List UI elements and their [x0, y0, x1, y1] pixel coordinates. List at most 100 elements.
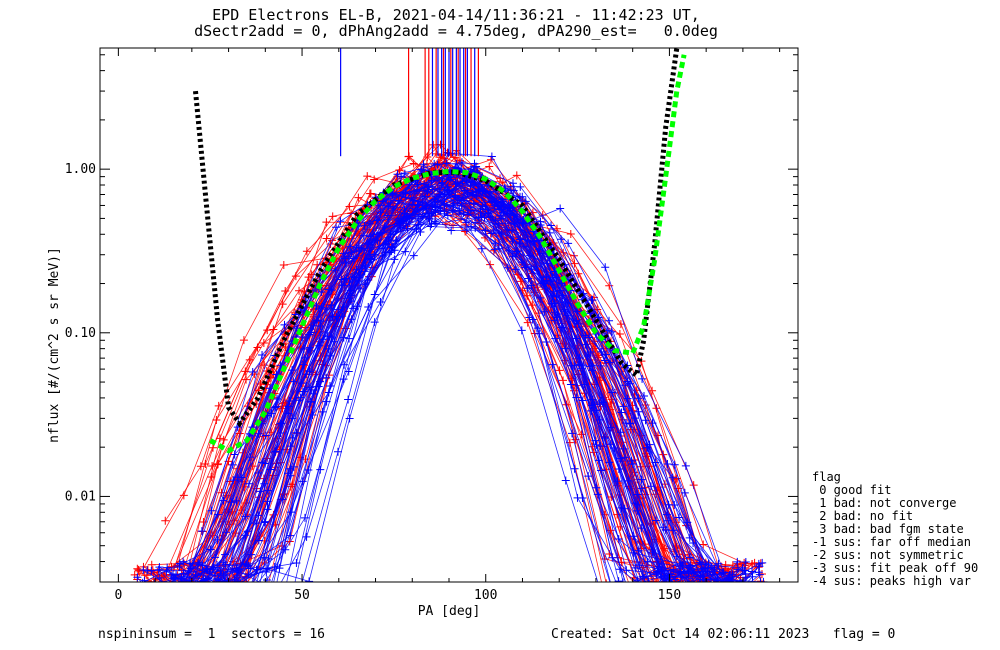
data-point	[180, 591, 188, 599]
data-point	[651, 516, 660, 525]
data-point	[605, 281, 614, 290]
data-point	[748, 612, 756, 620]
data-point	[701, 596, 709, 604]
data-point	[202, 583, 210, 591]
data-point	[714, 559, 723, 568]
data-point	[718, 612, 726, 620]
data-point	[685, 553, 694, 562]
data-point	[609, 589, 617, 597]
data-point	[442, 159, 451, 168]
data-point	[347, 209, 356, 218]
data-point	[630, 605, 638, 613]
data-point	[288, 366, 297, 375]
data-point	[326, 351, 335, 360]
data-point	[710, 607, 718, 615]
data-point	[300, 513, 309, 522]
data-point	[294, 396, 303, 405]
data-point	[678, 558, 687, 567]
data-point	[173, 618, 181, 626]
data-point	[654, 611, 662, 619]
data-point	[245, 479, 254, 488]
data-point	[647, 589, 655, 597]
data-point	[754, 588, 762, 596]
data-point	[719, 604, 727, 612]
data-point	[147, 566, 156, 575]
data-point	[180, 591, 188, 599]
data-point	[140, 583, 148, 591]
data-point	[584, 472, 593, 481]
data-point	[742, 584, 750, 592]
data-point	[748, 604, 756, 612]
data-point	[134, 582, 142, 590]
legend-title: flag	[812, 470, 841, 484]
data-point	[198, 592, 206, 600]
data-point	[246, 592, 254, 600]
data-point	[609, 589, 617, 597]
data-point	[607, 399, 616, 408]
data-point	[733, 565, 742, 574]
data-point	[232, 496, 241, 505]
data-point	[239, 336, 248, 345]
data-point	[732, 590, 740, 598]
y-tick-label: 1.00	[65, 162, 96, 177]
data-point	[173, 587, 181, 595]
data-point	[497, 229, 506, 238]
data-point	[279, 261, 288, 270]
data-point	[694, 618, 702, 626]
data-point	[699, 611, 707, 619]
data-point	[681, 588, 689, 596]
data-point	[435, 185, 444, 194]
data-point	[201, 588, 209, 596]
data-point	[691, 595, 699, 603]
data-point	[752, 593, 760, 601]
data-point	[267, 409, 276, 418]
data-point	[740, 618, 748, 626]
series-line-blue	[205, 186, 739, 582]
data-point	[687, 603, 695, 611]
data-point	[751, 594, 759, 602]
data-point	[187, 618, 195, 626]
data-point	[733, 587, 741, 595]
data-point	[704, 611, 712, 619]
legend-item-not-converge: 1 bad: not converge	[812, 496, 957, 510]
data-point	[360, 221, 369, 230]
data-point	[512, 171, 521, 180]
data-point	[725, 593, 733, 601]
data-point	[542, 337, 551, 346]
legend-item-peaks-high-var: -4 sus: peaks high var	[812, 574, 971, 588]
data-point	[681, 461, 690, 470]
data-point	[221, 590, 229, 598]
data-point	[487, 229, 496, 238]
data-point	[708, 567, 717, 576]
data-point	[535, 244, 544, 253]
data-point	[471, 224, 480, 233]
data-point	[285, 537, 294, 546]
data-point	[485, 162, 494, 171]
data-point	[162, 590, 170, 598]
data-point	[317, 317, 326, 326]
data-point	[687, 592, 695, 600]
chart-title: EPD Electrons EL-B, 2021-04-14/11:36:21 …	[212, 6, 700, 24]
data-point	[686, 613, 694, 621]
data-point	[701, 591, 709, 599]
data-point	[304, 273, 313, 282]
data-point	[640, 574, 649, 582]
data-point	[654, 619, 662, 627]
data-point	[750, 584, 758, 592]
data-point	[533, 324, 542, 333]
data-point	[545, 228, 554, 237]
data-point	[647, 603, 655, 611]
data-point	[463, 188, 472, 197]
data-point	[133, 588, 141, 596]
data-point	[409, 251, 418, 260]
data-point	[698, 617, 706, 625]
data-point	[194, 579, 196, 582]
data-point	[413, 180, 422, 189]
data-point	[137, 614, 145, 622]
data-point	[509, 186, 518, 195]
data-point	[749, 602, 757, 610]
data-point	[682, 599, 690, 607]
data-point	[206, 545, 215, 554]
data-point	[139, 566, 148, 575]
data-point	[734, 601, 742, 609]
